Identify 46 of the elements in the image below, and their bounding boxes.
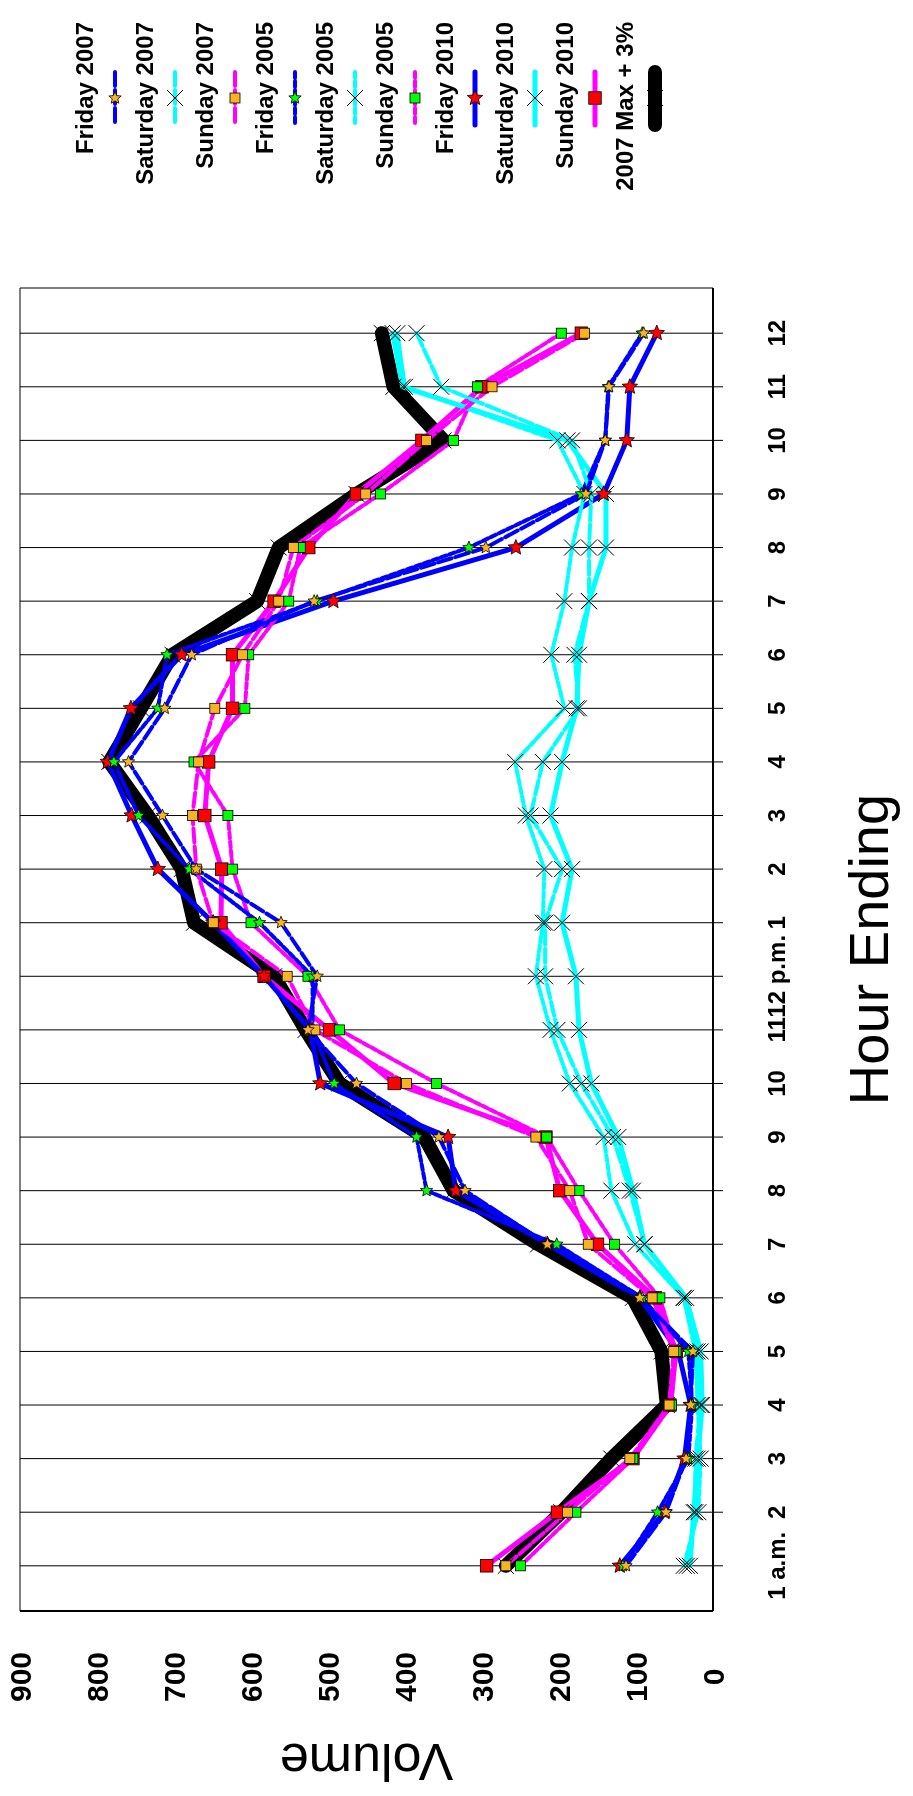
y-tick-label: 2 [763,1505,791,1519]
y-tick-label: 11 [763,1017,791,1043]
x-tick-label: 300 [465,1651,499,1703]
legend-label: Sunday 2010 [551,22,579,169]
y-tick-label: 4 [763,754,791,769]
y-tick-label: 10 [763,1070,791,1097]
legend-label: Saturday 2005 [311,22,339,185]
x-tick-label: 100 [619,1651,653,1703]
x-tick-label: 200 [542,1651,576,1703]
y-tick-label: 11 [763,374,791,400]
y-tick-label: 6 [763,648,791,662]
legend-label: Friday 2010 [431,22,459,155]
y-axis-title: Hour Ending [836,793,900,1106]
y-tick-label: 7 [763,594,791,608]
legend-label: Friday 2007 [71,22,99,155]
y-tick-label: 7 [763,1237,791,1251]
x-tick-label: 800 [80,1651,114,1703]
y-tick-label: 4 [763,1397,791,1412]
legend-label: Sunday 2007 [191,22,219,169]
y-tick-label: 12 [763,319,791,347]
y-tick-label: 9 [763,1130,791,1144]
x-tick-label: 700 [157,1651,191,1703]
y-tick-label: 8 [763,1183,791,1198]
legend-label: Saturday 2010 [491,22,519,185]
legend-label: Friday 2005 [251,22,279,155]
y-tick-label: 3 [763,1451,791,1466]
y-tick-label: 5 [763,701,791,716]
x-tick-label: 500 [311,1651,345,1703]
y-tick-label: 1 a.m. [763,1531,791,1600]
legend-label: Sunday 2005 [371,22,399,169]
y-tick-label: 5 [763,1344,791,1359]
x-tick-label: 400 [388,1651,422,1703]
x-tick-label: 0 [696,1668,730,1686]
x-tick-label: 900 [3,1651,37,1703]
y-tick-label: 6 [763,1291,791,1305]
x-axis-title: Volume [279,1732,454,1791]
y-tick-label: 1 [763,916,791,930]
legend-label: 2007 Max + 3% [611,22,639,191]
y-tick-label: 12 p.m. [763,934,791,1018]
y-tick-label: 2 [763,862,791,876]
y-tick-label: 3 [763,808,791,823]
legend-label: Saturday 2007 [131,22,159,185]
x-tick-label: 600 [234,1651,268,1703]
y-tick-label: 8 [763,540,791,555]
y-tick-label: 9 [763,487,791,501]
y-tick-label: 10 [763,427,791,454]
